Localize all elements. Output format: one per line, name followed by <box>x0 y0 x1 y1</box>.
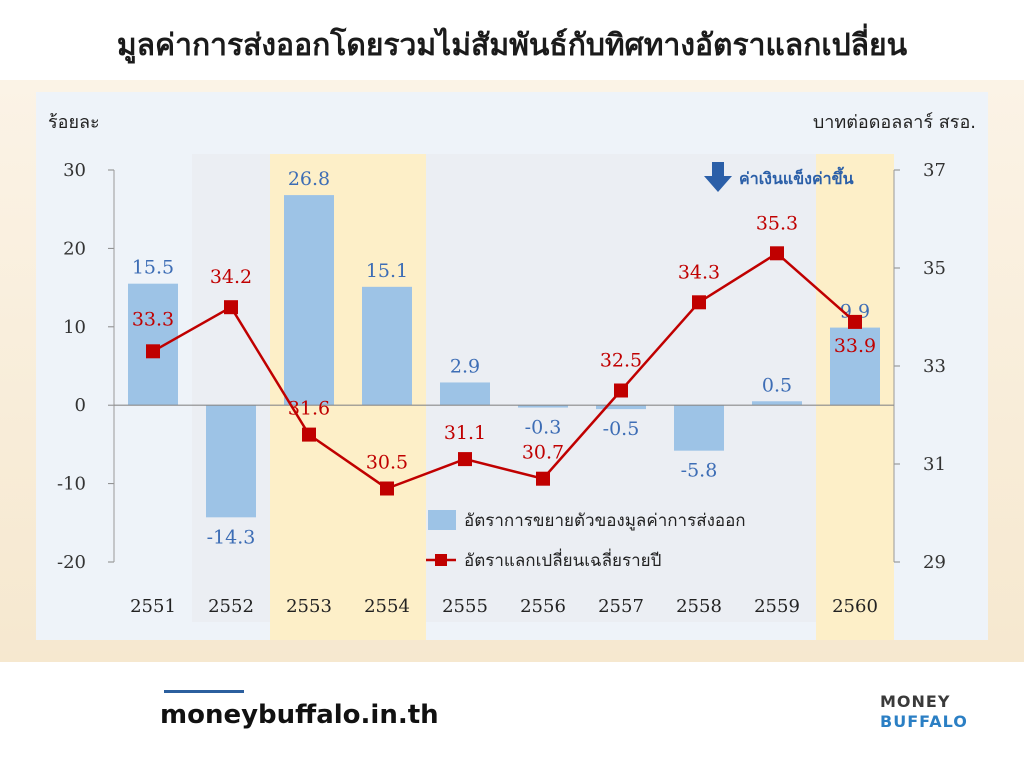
legend-bar-label: อัตราการขยายตัวของมูลค่าการส่งออก <box>464 511 746 531</box>
column-shade <box>504 154 582 622</box>
exchange-rate-line <box>152 251 856 490</box>
footer-divider <box>164 690 244 693</box>
legend-bar-swatch <box>428 510 456 530</box>
category-label: 2559 <box>754 596 800 617</box>
left-axis-label: ร้อยละ <box>48 112 100 133</box>
left-tick-label: 10 <box>63 317 86 338</box>
bar-data-label: -0.5 <box>603 418 640 440</box>
bar-data-label: 15.1 <box>366 260 408 282</box>
bar-data-label: 0.5 <box>762 374 792 396</box>
bar-data-label: -5.8 <box>681 460 718 482</box>
left-tick-label: -10 <box>57 474 86 495</box>
line-data-label: 31.1 <box>444 422 486 444</box>
footer <box>0 662 1024 761</box>
line-data-label: 33.9 <box>834 335 876 357</box>
category-label: 2551 <box>130 596 176 617</box>
line-marker <box>302 427 316 442</box>
bar <box>674 405 724 451</box>
category-label: 2558 <box>676 596 722 617</box>
bar <box>440 382 490 406</box>
chart: ร้อยละ บาทต่อดอลลาร์ สรอ. 30 20 10 0 -10 -20 37 3… <box>48 112 976 640</box>
chart-panel: ร้อยละ บาทต่อดอลลาร์ สรอ. 30 20 10 0 -10 -20 37 3… <box>36 92 988 640</box>
bar <box>752 401 802 406</box>
bar <box>362 286 412 406</box>
right-tick-label: 37 <box>923 160 946 181</box>
brand-logo-text-bottom: BUFFALO <box>880 712 968 731</box>
right-tick-label: 35 <box>923 258 946 279</box>
line-marker <box>614 383 628 398</box>
category-label: 2555 <box>442 596 488 617</box>
bar-data-label: -14.3 <box>207 526 256 548</box>
category-label: 2556 <box>520 596 566 617</box>
line-marker <box>146 344 160 359</box>
column-shade <box>192 154 270 622</box>
line-marker <box>770 246 784 261</box>
category-label: 2554 <box>364 596 410 617</box>
category-label: 2560 <box>832 596 878 617</box>
left-tick-label: 30 <box>63 160 86 181</box>
right-axis-label: บาทต่อดอลลาร์ สรอ. <box>813 112 976 133</box>
line-marker <box>536 471 550 486</box>
left-tick-label: 20 <box>63 238 86 259</box>
bar <box>596 405 646 410</box>
line-data-label: 33.3 <box>132 308 174 330</box>
line-marker <box>458 452 472 467</box>
left-tick-label: 0 <box>75 395 86 416</box>
category-label: 2557 <box>598 596 644 617</box>
line-marker <box>692 295 706 310</box>
bar-data-label: 2.9 <box>450 355 480 377</box>
page-title: มูลค่าการส่งออกโดยรวมไม่สัมพันธ์กับทิศทา… <box>116 28 908 63</box>
bar <box>284 195 334 406</box>
column-shade <box>738 154 816 622</box>
line-data-label: 34.2 <box>210 266 252 288</box>
right-tick-label: 31 <box>923 454 946 475</box>
legend-line-label: อัตราแลกเปลี่ยนเฉลี่ยรายปี <box>464 548 661 571</box>
down-arrow-icon <box>704 162 732 192</box>
line-data-label: 31.6 <box>288 398 330 420</box>
category-label: 2553 <box>286 596 332 617</box>
bar <box>518 405 568 408</box>
line-data-label: 30.7 <box>522 442 564 464</box>
line-data-label: 32.5 <box>600 350 642 372</box>
bar-data-label: 15.5 <box>132 257 174 279</box>
line-data-label: 30.5 <box>366 452 408 474</box>
line-marker <box>380 481 394 496</box>
right-tick-label: 33 <box>923 356 946 377</box>
legend-line-marker <box>435 554 447 566</box>
annotation-label: ค่าเงินแข็งค่าขึ้น <box>739 166 854 188</box>
category-label: 2552 <box>208 596 254 617</box>
right-tick-label: 29 <box>923 552 946 573</box>
site-url[interactable]: moneybuffalo.in.th <box>160 700 439 730</box>
line-data-label: 34.3 <box>678 261 720 283</box>
column-shade <box>660 154 738 622</box>
bar <box>830 327 880 406</box>
bar-data-label: 9.9 <box>840 301 870 323</box>
bar <box>206 405 256 518</box>
left-tick-label: -20 <box>57 552 86 573</box>
bar-data-label: 26.8 <box>288 168 330 190</box>
brand-logo-text-top: MONEY <box>880 692 951 711</box>
line-marker <box>848 314 862 329</box>
line-data-label: 35.3 <box>756 212 798 234</box>
bar-data-label: -0.3 <box>525 417 562 439</box>
line-marker <box>224 300 238 315</box>
